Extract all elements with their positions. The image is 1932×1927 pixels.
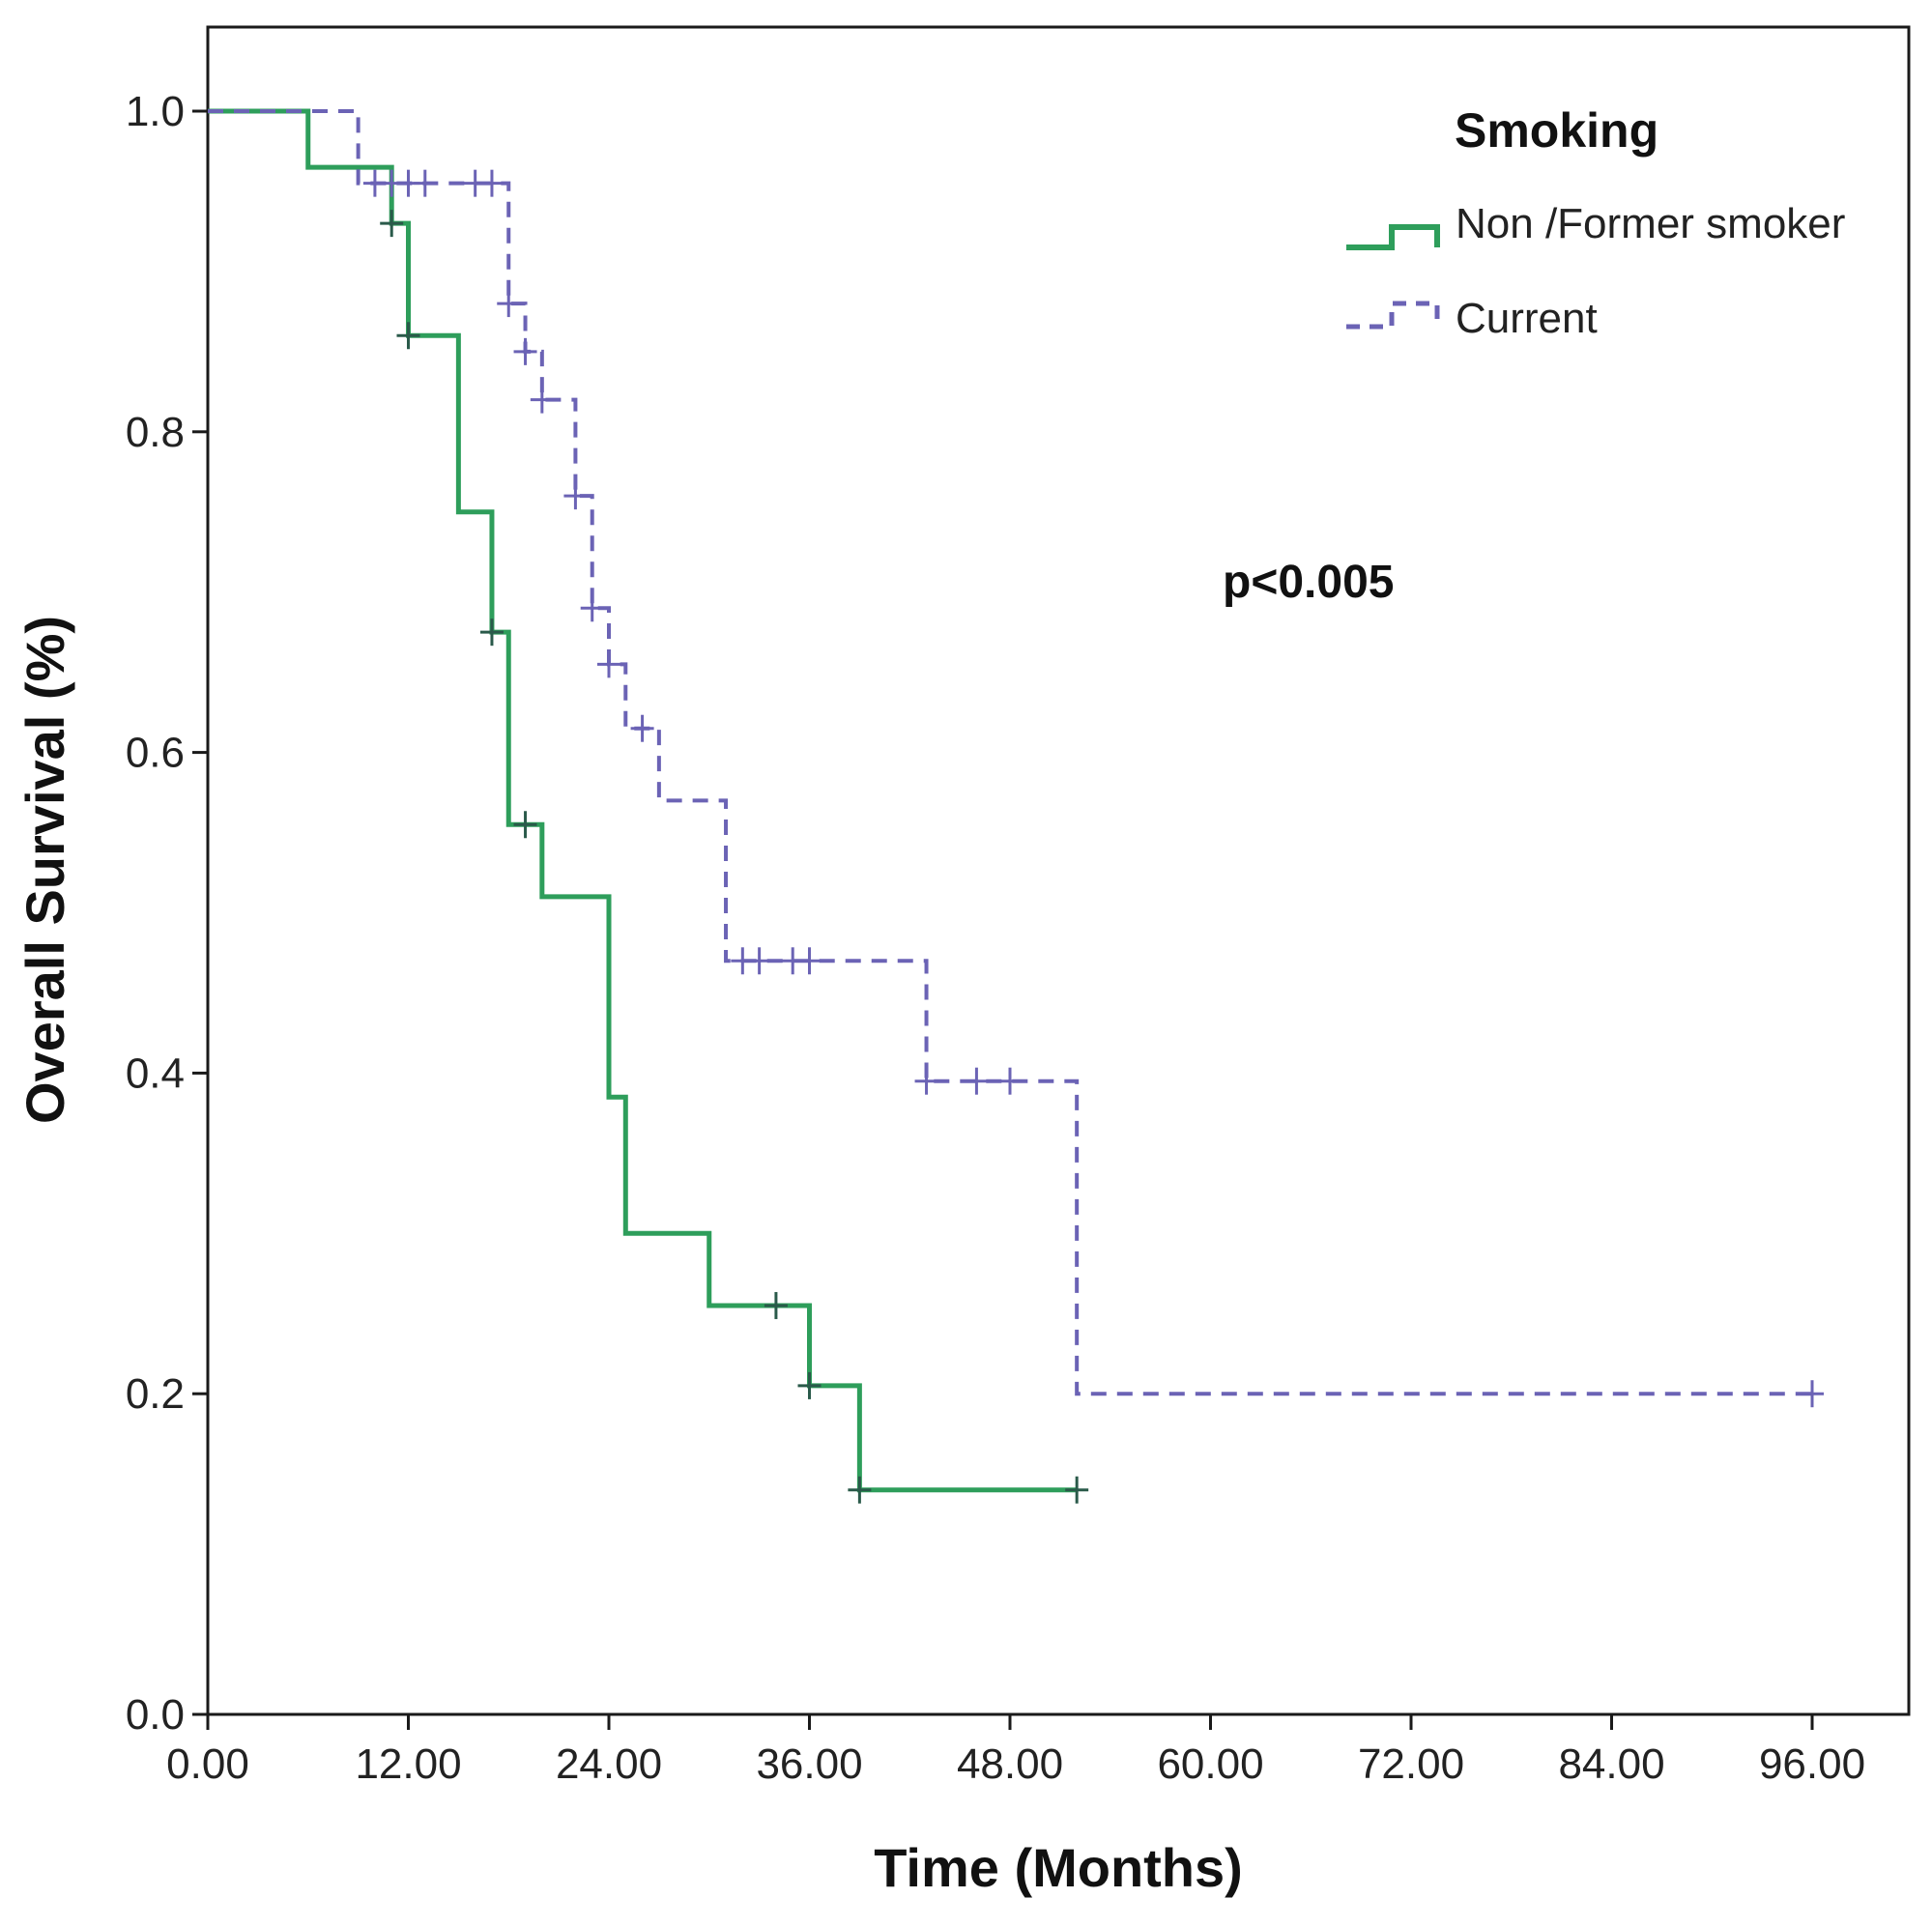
legend-swatch-current xyxy=(1346,301,1440,330)
series-layer xyxy=(208,108,1824,1504)
legend-title: Smoking xyxy=(1455,103,1658,158)
y-tick-label: 0.6 xyxy=(126,730,185,777)
censor-mark-current xyxy=(998,1067,1022,1095)
censor-mark-current xyxy=(965,1067,989,1095)
censor-mark-current xyxy=(580,594,604,622)
x-tick-label: 96.00 xyxy=(1759,1740,1865,1788)
censor-mark-current xyxy=(563,482,588,510)
censor-mark-non-former-smoker xyxy=(380,210,404,238)
legend-label-current: Current xyxy=(1456,295,1598,342)
x-tick-label: 48.00 xyxy=(957,1740,1063,1788)
censor-mark-non-former-smoker xyxy=(396,322,420,350)
censor-mark-current xyxy=(479,169,504,197)
x-tick-label: 12.00 xyxy=(355,1740,461,1788)
x-tick-label: 36.00 xyxy=(756,1740,862,1788)
x-tick-label: 0.00 xyxy=(166,1740,249,1788)
censor-mark-current xyxy=(413,169,437,197)
y-tick-label: 0.8 xyxy=(126,409,185,456)
censor-mark-current xyxy=(513,337,537,365)
censor-mark-current xyxy=(747,947,771,975)
censor-mark-current xyxy=(630,714,654,742)
censor-mark-current xyxy=(1801,1380,1824,1408)
censor-mark-non-former-smoker xyxy=(479,618,504,647)
legend: Smoking Non /Former smoker Current xyxy=(1346,103,1845,342)
y-tick-label: 0.0 xyxy=(126,1691,185,1739)
y-tick-label: 0.4 xyxy=(126,1050,185,1097)
censor-mark-non-former-smoker xyxy=(848,1476,872,1504)
censor-mark-current xyxy=(530,386,554,414)
x-tick-label: 84.00 xyxy=(1558,1740,1664,1788)
y-tick-label: 1.0 xyxy=(126,88,185,135)
censor-mark-non-former-smoker xyxy=(764,1291,788,1319)
censor-mark-non-former-smoker xyxy=(1065,1476,1089,1504)
p-value-annotation: p<0.005 xyxy=(1223,557,1394,608)
censor-mark-current xyxy=(914,1067,938,1095)
plot-frame xyxy=(206,25,1911,1716)
x-tick-label: 60.00 xyxy=(1157,1740,1263,1788)
censor-mark-current xyxy=(597,650,620,678)
y-axis: 0.0 0.2 0.4 0.6 0.8 1.0 xyxy=(126,88,208,1739)
x-tick-label: 24.00 xyxy=(556,1740,662,1788)
x-axis: 0.00 12.00 24.00 36.00 48.00 60.00 72.00 84.00 9… xyxy=(166,1714,1865,1788)
y-axis-title: Overall Survival (%) xyxy=(14,616,75,1124)
censor-mark-non-former-smoker xyxy=(797,1371,822,1399)
legend-swatch-non-former-smoker xyxy=(1346,224,1440,250)
legend-label-non-former-smoker: Non /Former smoker xyxy=(1456,200,1845,247)
x-tick-label: 72.00 xyxy=(1358,1740,1464,1788)
censor-mark-current xyxy=(497,290,521,318)
x-axis-title: Time (Months) xyxy=(874,1837,1243,1898)
censor-mark-current xyxy=(797,947,822,975)
censor-mark-non-former-smoker xyxy=(513,811,537,839)
y-tick-label: 0.2 xyxy=(126,1370,185,1418)
